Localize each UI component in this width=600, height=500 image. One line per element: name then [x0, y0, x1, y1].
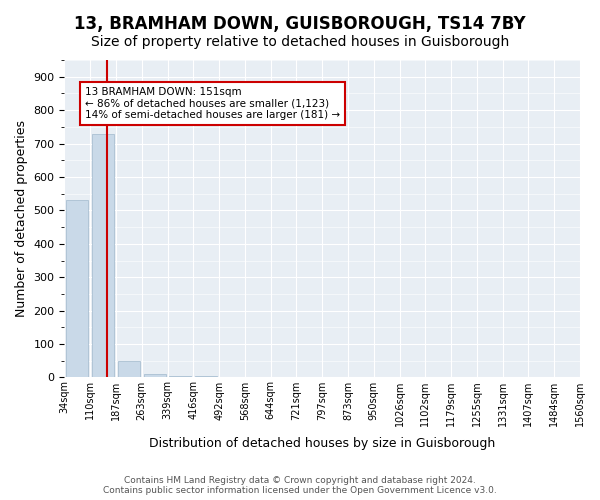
Bar	[195, 376, 217, 378]
Text: Size of property relative to detached houses in Guisborough: Size of property relative to detached ho…	[91, 35, 509, 49]
Bar	[92, 134, 114, 378]
Bar	[67, 200, 88, 378]
Bar	[118, 361, 140, 378]
Bar	[169, 376, 191, 378]
X-axis label: Distribution of detached houses by size in Guisborough: Distribution of detached houses by size …	[149, 437, 496, 450]
Bar	[143, 374, 166, 378]
Text: Contains HM Land Registry data © Crown copyright and database right 2024.
Contai: Contains HM Land Registry data © Crown c…	[103, 476, 497, 495]
Text: 13, BRAMHAM DOWN, GUISBOROUGH, TS14 7BY: 13, BRAMHAM DOWN, GUISBOROUGH, TS14 7BY	[74, 15, 526, 33]
Text: 13 BRAMHAM DOWN: 151sqm
← 86% of detached houses are smaller (1,123)
14% of semi: 13 BRAMHAM DOWN: 151sqm ← 86% of detache…	[85, 86, 340, 120]
Y-axis label: Number of detached properties: Number of detached properties	[15, 120, 28, 317]
